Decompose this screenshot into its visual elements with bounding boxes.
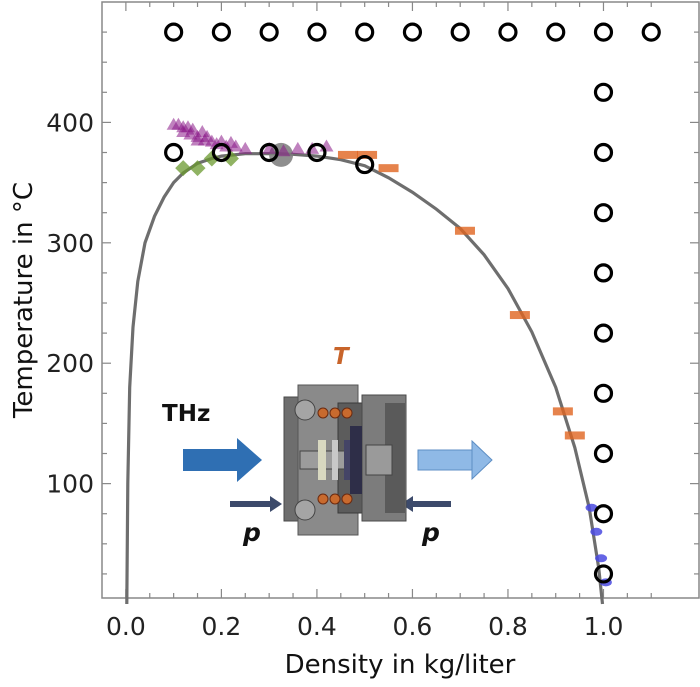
data-point-circle — [593, 203, 614, 223]
x-tick-label: 0.6 — [393, 612, 433, 641]
data-point-diamond — [222, 150, 239, 167]
data-point-circle — [641, 22, 661, 42]
pressure-right-label: p — [421, 518, 440, 547]
data-point-circle — [211, 22, 231, 42]
data-point-dot — [595, 554, 608, 563]
data-point-circle — [498, 22, 518, 42]
data-point-circle — [593, 82, 614, 102]
coexistence-curve — [125, 152, 605, 605]
thz-label: THz — [162, 401, 210, 427]
data-point-circle — [593, 22, 614, 42]
thz-output-arrow-icon — [417, 439, 493, 481]
thz-input-arrow-icon — [183, 438, 262, 482]
data-point-dash — [454, 226, 475, 235]
axis-tick-labels: 0.0 0.2 0.4 0.6 0.8 1.0 100 200 300 400 — [46, 108, 623, 641]
data-point-circle — [211, 142, 231, 163]
axis-ticks — [102, 2, 699, 598]
data-point-dash — [509, 311, 530, 320]
data-point-diamond — [189, 160, 206, 177]
data-point-circle — [307, 22, 327, 42]
data-point-triangle — [290, 141, 305, 154]
x-tick-label: 0.4 — [297, 612, 337, 641]
data-point-circle — [593, 323, 614, 343]
temperature-label: T — [333, 344, 351, 370]
data-point-circle — [546, 22, 566, 42]
data-point-diamond — [203, 150, 220, 167]
y-tick-label: 300 — [46, 229, 94, 258]
data-point-circle — [402, 22, 423, 42]
pressure-cell-icon — [283, 384, 407, 536]
data-point-triangle — [262, 141, 277, 154]
pressure-right-arrow-icon — [401, 496, 451, 512]
data-point-diamond — [175, 160, 192, 177]
x-axis-title: Density in kg/liter — [285, 650, 516, 680]
pressure-left-arrow-icon — [230, 496, 282, 512]
data-point-triangle — [238, 141, 253, 154]
data-point-circle — [307, 142, 327, 163]
data-point-dot — [585, 503, 598, 512]
data-point-circle — [450, 22, 470, 42]
data-point-circle — [164, 22, 184, 42]
x-tick-label: 0.0 — [106, 612, 146, 641]
data-point-circle — [593, 263, 614, 283]
y-tick-label: 100 — [46, 470, 94, 499]
data-point-dash — [552, 407, 573, 416]
data-point-circle — [355, 154, 375, 175]
thz-cell-inset: THz T p p — [162, 344, 493, 547]
x-tick-label: 0.8 — [488, 612, 528, 641]
data-point-circle — [593, 443, 614, 464]
data-point-triangle — [228, 139, 243, 152]
data-point-dash — [337, 150, 358, 159]
data-point-circle — [593, 504, 614, 524]
data-point-triangle — [276, 144, 291, 157]
data-point-dash — [564, 431, 585, 440]
data-point-circle — [593, 564, 614, 584]
x-tick-label: 1.0 — [584, 612, 624, 641]
data-point-circle — [164, 142, 184, 163]
y-axis-title: Temperature in °C — [9, 182, 39, 419]
data-point-dash — [378, 164, 399, 173]
x-tick-label: 0.2 — [202, 612, 242, 641]
data-series — [125, 22, 661, 605]
data-point-circle — [593, 383, 614, 403]
data-point-dash — [357, 150, 378, 159]
plot-frame — [101, 1, 700, 599]
data-point-dot — [590, 527, 603, 536]
data-point-circle — [593, 142, 614, 163]
pressure-left-label: p — [242, 518, 261, 547]
y-tick-label: 200 — [46, 349, 94, 378]
data-point-circle — [355, 22, 375, 42]
data-point-circle — [259, 22, 279, 42]
y-tick-label: 400 — [46, 108, 94, 137]
data-point-circle — [259, 142, 279, 163]
